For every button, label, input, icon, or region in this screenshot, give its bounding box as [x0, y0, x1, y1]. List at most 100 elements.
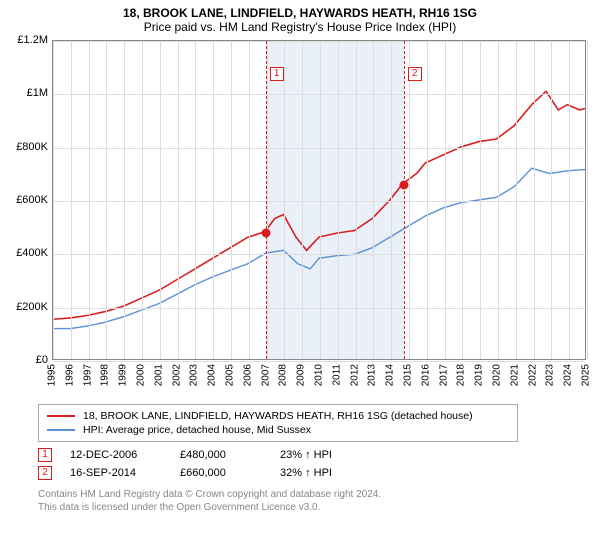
- y-tick-label: £800K: [16, 141, 48, 153]
- legend-label: HPI: Average price, detached house, Mid …: [83, 424, 311, 436]
- gridline-v: [445, 41, 446, 359]
- legend-item: HPI: Average price, detached house, Mid …: [47, 423, 509, 437]
- sale-row: 1 12-DEC-2006£480,00023% ↑ HPI: [38, 446, 518, 464]
- gridline-v: [427, 41, 428, 359]
- x-tick-label: 1998: [100, 364, 111, 386]
- y-tick-label: £1M: [27, 87, 48, 99]
- gridline-v: [249, 41, 250, 359]
- sale-diff: 23% ↑ HPI: [280, 449, 380, 461]
- gridline-v: [302, 41, 303, 359]
- x-tick-label: 2009: [296, 364, 307, 386]
- sale-date: 16-SEP-2014: [70, 467, 180, 479]
- x-tick-label: 2011: [331, 364, 342, 386]
- footnote: Contains HM Land Registry data © Crown c…: [38, 488, 592, 514]
- line-svg: [53, 41, 585, 359]
- reference-line: [404, 41, 405, 359]
- reference-line: [266, 41, 267, 359]
- x-tick-label: 2003: [189, 364, 200, 386]
- gridline-h: [53, 148, 585, 149]
- x-tick-label: 2021: [509, 364, 520, 386]
- plot-region: 12: [52, 40, 586, 360]
- x-tick-label: 2025: [581, 364, 592, 386]
- x-tick-label: 2004: [207, 364, 218, 386]
- y-tick-label: £200K: [16, 301, 48, 313]
- gridline-v: [391, 41, 392, 359]
- gridline-v: [356, 41, 357, 359]
- x-tick-label: 2022: [527, 364, 538, 386]
- x-tick-label: 2002: [171, 364, 182, 386]
- gridline-v: [462, 41, 463, 359]
- chart-title: 18, BROOK LANE, LINDFIELD, HAYWARDS HEAT…: [8, 6, 592, 20]
- x-tick-label: 2001: [153, 364, 164, 386]
- x-tick-label: 2016: [420, 364, 431, 386]
- gridline-v: [516, 41, 517, 359]
- y-tick-label: £600K: [16, 194, 48, 206]
- x-tick-label: 2005: [225, 364, 236, 386]
- x-tick-label: 2010: [314, 364, 325, 386]
- sales-table: 1 12-DEC-2006£480,00023% ↑ HPI 2 16-SEP-201…: [38, 446, 518, 482]
- series-price_paid: [53, 91, 585, 319]
- gridline-v: [53, 41, 54, 359]
- gridline-h: [53, 201, 585, 202]
- reference-marker: 2: [408, 67, 422, 81]
- chart-area: £0£200K£400K£600K£800K£1M£1.2M 12 199519…: [8, 40, 592, 400]
- gridline-v: [498, 41, 499, 359]
- sale-price: £660,000: [180, 467, 280, 479]
- legend-item: 18, BROOK LANE, LINDFIELD, HAYWARDS HEAT…: [47, 409, 509, 423]
- gridline-v: [213, 41, 214, 359]
- y-tick-label: £1.2M: [17, 34, 48, 46]
- x-tick-label: 1997: [82, 364, 93, 386]
- gridline-v: [284, 41, 285, 359]
- legend-label: 18, BROOK LANE, LINDFIELD, HAYWARDS HEAT…: [83, 410, 473, 422]
- x-tick-label: 2000: [136, 364, 147, 386]
- gridline-h: [53, 254, 585, 255]
- x-tick-label: 2024: [563, 364, 574, 386]
- x-tick-label: 2023: [545, 364, 556, 386]
- series-hpi: [53, 168, 585, 328]
- x-tick-label: 2012: [349, 364, 360, 386]
- sale-marker-dot: [261, 229, 270, 238]
- gridline-v: [338, 41, 339, 359]
- gridline-v: [106, 41, 107, 359]
- chart-subtitle: Price paid vs. HM Land Registry's House …: [8, 20, 592, 34]
- sale-date: 12-DEC-2006: [70, 449, 180, 461]
- x-tick-label: 1999: [118, 364, 129, 386]
- x-tick-label: 2020: [492, 364, 503, 386]
- reference-marker: 1: [270, 67, 284, 81]
- x-tick-label: 2006: [242, 364, 253, 386]
- gridline-v: [267, 41, 268, 359]
- gridline-v: [142, 41, 143, 359]
- gridline-v: [160, 41, 161, 359]
- x-axis: 1995199619971998199920002001200220032004…: [52, 360, 586, 400]
- gridline-v: [71, 41, 72, 359]
- sale-marker-dot: [399, 181, 408, 190]
- x-tick-label: 2018: [456, 364, 467, 386]
- gridline-h: [53, 308, 585, 309]
- gridline-v: [480, 41, 481, 359]
- sale-price: £480,000: [180, 449, 280, 461]
- sale-index: 2: [38, 466, 52, 480]
- gridline-v: [534, 41, 535, 359]
- gridline-h: [53, 94, 585, 95]
- x-tick-label: 2007: [260, 364, 271, 386]
- x-tick-label: 1996: [64, 364, 75, 386]
- sale-index: 1: [38, 448, 52, 462]
- y-axis: £0£200K£400K£600K£800K£1M£1.2M: [8, 40, 52, 360]
- gridline-v: [124, 41, 125, 359]
- gridline-v: [587, 41, 588, 359]
- gridline-v: [178, 41, 179, 359]
- legend-swatch: [47, 415, 75, 417]
- legend: 18, BROOK LANE, LINDFIELD, HAYWARDS HEAT…: [38, 404, 518, 442]
- y-tick-label: £400K: [16, 247, 48, 259]
- sale-row: 2 16-SEP-2014£660,00032% ↑ HPI: [38, 464, 518, 482]
- x-tick-label: 2017: [438, 364, 449, 386]
- footnote-line: This data is licensed under the Open Gov…: [38, 501, 592, 514]
- gridline-v: [320, 41, 321, 359]
- gridline-v: [89, 41, 90, 359]
- gridline-v: [231, 41, 232, 359]
- sale-diff: 32% ↑ HPI: [280, 467, 380, 479]
- x-tick-label: 2015: [403, 364, 414, 386]
- x-tick-label: 2013: [367, 364, 378, 386]
- gridline-v: [373, 41, 374, 359]
- legend-swatch: [47, 429, 75, 431]
